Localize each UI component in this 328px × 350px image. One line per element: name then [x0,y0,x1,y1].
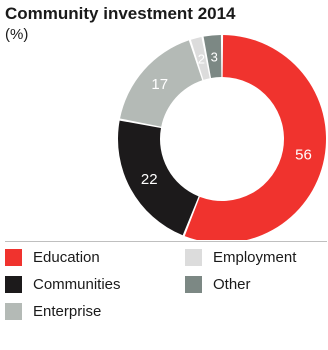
slice-education [184,35,326,240]
data-label-communities: 22 [141,171,158,188]
legend-item-communities: Communities [5,276,121,293]
legend-item-education: Education [5,249,100,266]
legend-item-enterprise: Enterprise [5,303,101,320]
legend-item-other: Other [185,276,251,293]
legend-swatch [185,249,202,266]
data-label-enterprise: 17 [151,76,168,93]
legend-label: Education [33,249,100,266]
slice-enterprise [120,40,203,127]
chart-subtitle: (%) [5,26,29,43]
legend-label: Enterprise [33,303,102,320]
legend-label: Employment [213,249,297,266]
slice-employment [190,37,210,80]
chart-title: Community investment 2014 [5,4,236,23]
legend-label: Communities [33,276,121,293]
legend-swatch [5,249,22,266]
legend-divider [5,241,327,242]
data-label-education: 56 [295,147,312,164]
legend-item-employment: Employment [185,249,296,266]
legend-swatch [5,276,22,293]
legend-label: Other [213,276,251,293]
slice-communities [118,120,199,236]
data-label-other: 3 [211,49,218,64]
donut-chart: 56 22 17 2 3 [118,35,326,240]
slice-other [203,35,222,78]
legend-swatch [5,303,22,320]
data-label-employment: 2 [198,52,205,67]
legend-swatch [185,276,202,293]
